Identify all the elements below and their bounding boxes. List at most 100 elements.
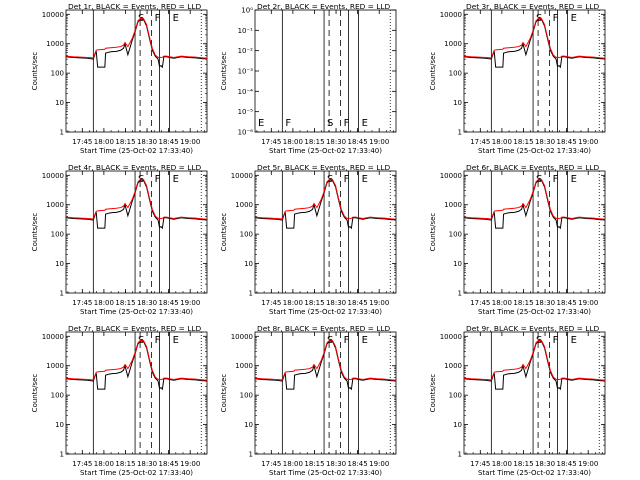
marker-label: F: [344, 174, 350, 185]
panel-title: Det 1r, BLACK = Events, RED = LLD: [68, 2, 201, 11]
x-tick-label: 17:45: [72, 460, 92, 468]
y-tick-label: 10⁻⁵: [238, 108, 254, 116]
y-axis-label: Counts/sec: [31, 52, 39, 91]
y-axis-label: Counts/sec: [31, 374, 39, 413]
x-tick-label: 18:15: [304, 460, 324, 468]
y-tick-label: 10: [55, 421, 64, 429]
x-tick-label: 18:45: [557, 138, 577, 146]
series-lld: [65, 339, 208, 381]
y-tick-label: 10000: [440, 333, 462, 341]
x-tick-label: 18:15: [513, 460, 533, 468]
x-tick-label: 19:00: [369, 138, 389, 146]
x-tick-label: 18:15: [513, 138, 533, 146]
panel-title: Det 5r, BLACK = Events, RED = LLD: [257, 163, 390, 172]
y-axis-label: Counts/sec: [31, 213, 39, 252]
y-tick-label: 10⁻³: [238, 68, 254, 76]
y-tick-label: 1: [458, 451, 462, 459]
marker-label: F: [344, 118, 350, 129]
series-lld: [463, 17, 606, 59]
panel-title: Det 9r, BLACK = Events, RED = LLD: [466, 324, 599, 333]
plot-frame: [463, 170, 606, 294]
y-tick-label: 1: [458, 129, 462, 137]
x-tick-label: 19:00: [578, 299, 598, 307]
y-axis-label: Counts/sec: [220, 374, 228, 413]
y-tick-label: 10: [55, 99, 64, 107]
series-lld: [254, 178, 397, 220]
y-tick-label: 10⁻¹: [238, 27, 254, 35]
x-tick-label: 19:00: [369, 460, 389, 468]
marker-label: F: [155, 335, 161, 346]
x-tick-label: 18:30: [137, 138, 157, 146]
y-tick-label: 10000: [440, 172, 462, 180]
x-tick-label: 18:00: [94, 299, 114, 307]
panel-det-7: Det 7r, BLACK = Events, RED = LLD 1 10 100 1…: [31, 324, 208, 477]
y-tick-label: 10000: [42, 333, 64, 341]
marker-label: E: [362, 335, 368, 346]
x-axis-label: Start Time (25-Oct-02 17:33:40): [478, 469, 591, 477]
plot-frame: [463, 331, 606, 455]
marker-label: E: [362, 174, 368, 185]
marker-label: F: [553, 335, 559, 346]
corner-label: E: [258, 118, 264, 129]
y-tick-label: 10: [244, 260, 253, 268]
y-tick-label: 100: [449, 392, 462, 400]
x-tick-label: 18:15: [304, 299, 324, 307]
y-axis-label: Counts/sec: [429, 374, 437, 413]
y-tick-label: 1: [60, 290, 64, 298]
x-tick-label: 17:45: [470, 138, 490, 146]
marker-label: E: [173, 13, 179, 24]
y-tick-label: 1000: [46, 362, 64, 370]
y-tick-label: 1000: [46, 201, 64, 209]
x-tick-label: 18:15: [115, 299, 135, 307]
y-tick-label: 1000: [444, 40, 462, 48]
marker-label: F: [553, 13, 559, 24]
panel-det-4: Det 4r, BLACK = Events, RED = LLD 1 10 100 1…: [31, 163, 208, 316]
x-tick-label: 18:15: [304, 138, 324, 146]
marker-label: E: [173, 174, 179, 185]
panel-title: Det 8r, BLACK = Events, RED = LLD: [257, 324, 390, 333]
x-tick-label: 18:00: [94, 460, 114, 468]
panel-title: Det 7r, BLACK = Events, RED = LLD: [68, 324, 201, 333]
plot-frame: [65, 170, 208, 294]
y-tick-label: 100: [449, 70, 462, 78]
series-lld: [65, 178, 208, 220]
x-tick-label: 19:00: [369, 299, 389, 307]
x-tick-label: 18:45: [159, 460, 179, 468]
marker-label: S: [327, 118, 333, 129]
y-tick-label: 10: [453, 421, 462, 429]
y-axis-label: Counts/sec: [429, 213, 437, 252]
marker-label: F: [344, 335, 350, 346]
y-tick-label: 10: [244, 421, 253, 429]
x-tick-label: 18:00: [492, 138, 512, 146]
x-tick-label: 17:45: [470, 460, 490, 468]
marker-label: F: [155, 174, 161, 185]
x-tick-label: 17:45: [261, 460, 281, 468]
x-tick-label: 18:15: [513, 299, 533, 307]
y-tick-label: 100: [51, 392, 64, 400]
x-tick-label: 18:00: [283, 299, 303, 307]
x-tick-label: 18:00: [492, 460, 512, 468]
marker-label: E: [571, 174, 577, 185]
marker-label: F: [155, 13, 161, 24]
y-tick-label: 1000: [444, 201, 462, 209]
x-tick-label: 18:45: [159, 138, 179, 146]
x-tick-label: 18:30: [326, 299, 346, 307]
x-tick-label: 19:00: [578, 138, 598, 146]
x-tick-label: 18:30: [535, 299, 555, 307]
plot-frame: [65, 9, 208, 133]
x-tick-label: 18:30: [535, 460, 555, 468]
panel-det-6: Det 6r, BLACK = Events, RED = LLD 1 10 100 1…: [429, 163, 606, 316]
y-tick-label: 100: [51, 231, 64, 239]
x-axis-label: Start Time (25-Oct-02 17:33:40): [269, 308, 382, 316]
x-tick-label: 18:30: [137, 460, 157, 468]
x-tick-label: 17:45: [72, 299, 92, 307]
x-tick-label: 18:00: [492, 299, 512, 307]
series-lld: [463, 339, 606, 381]
series-lld: [254, 339, 397, 381]
panel-det-1: Det 1r, BLACK = Events, RED = LLD 1 10 100 1…: [31, 2, 208, 155]
x-tick-label: 18:15: [115, 138, 135, 146]
x-tick-label: 18:15: [115, 460, 135, 468]
y-tick-label: 1: [458, 290, 462, 298]
x-tick-label: 18:00: [283, 460, 303, 468]
y-axis-label: Counts/sec: [220, 52, 228, 91]
